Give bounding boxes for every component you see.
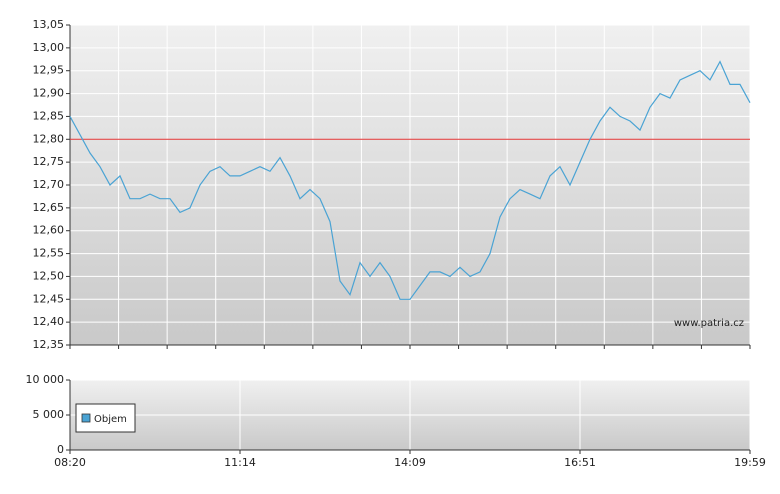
x-tick-label: 19:59: [734, 456, 766, 469]
y-tick-label: 12,50: [33, 269, 65, 282]
y-tick-label: 12,95: [33, 64, 65, 77]
y-tick-label: 12,55: [33, 247, 65, 260]
y-tick-label: 12,75: [33, 155, 65, 168]
x-tick-label: 14:09: [394, 456, 426, 469]
y-tick-label: 12,80: [33, 132, 65, 145]
legend-label: Objem: [94, 414, 127, 425]
price-line: [69, 60, 751, 300]
y-tick-label: 0: [57, 443, 64, 456]
y-tick-label: 12,70: [33, 178, 65, 191]
legend-swatch: [81, 413, 91, 423]
y-tick-label: 12,35: [33, 338, 65, 351]
y-tick-label: 13,05: [33, 18, 65, 31]
y-tick-label: 12,60: [33, 224, 65, 237]
y-tick-label: 12,85: [33, 109, 65, 122]
x-tick-label: 11:14: [224, 456, 256, 469]
y-tick-label: 5 000: [33, 408, 65, 421]
y-tick-label: 12,45: [33, 292, 65, 305]
legend-box: [75, 403, 136, 433]
y-tick-label: 12,90: [33, 87, 65, 100]
y-tick-label: 10 000: [26, 373, 65, 386]
y-tick-label: 12,65: [33, 201, 65, 214]
y-tick-label: 13,00: [33, 41, 65, 54]
watermark: www.patria.cz: [674, 318, 744, 329]
x-tick-label: 16:51: [564, 456, 596, 469]
x-tick-label: 08:20: [54, 456, 86, 469]
y-tick-label: 12,40: [33, 315, 65, 328]
